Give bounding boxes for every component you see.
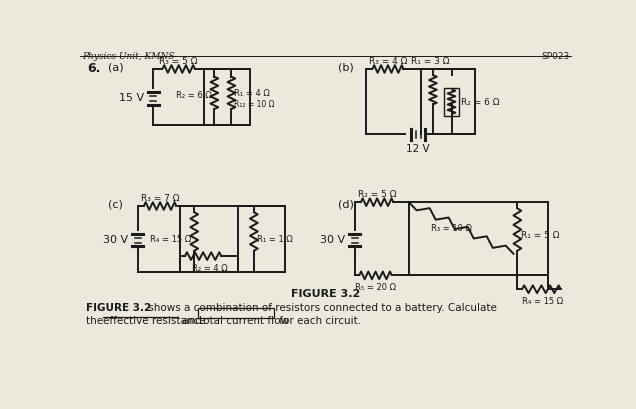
Text: (c): (c) [108, 199, 123, 209]
Text: R₃ = 10 Ω: R₃ = 10 Ω [431, 223, 471, 232]
Text: 15 V: 15 V [119, 93, 144, 103]
Bar [444, 89, 459, 116]
Text: SP023: SP023 [541, 52, 569, 61]
Text: shows a combination of resistors connected to a battery. Calculate: shows a combination of resistors connect… [144, 303, 497, 312]
Text: effective resistance: effective resistance [103, 316, 205, 326]
Text: R₁₂ = 10 Ω: R₁₂ = 10 Ω [235, 99, 275, 108]
Text: R₅ = 20 Ω: R₅ = 20 Ω [355, 283, 396, 292]
Text: the: the [86, 316, 106, 326]
Text: (a): (a) [108, 62, 124, 72]
Text: R₄ = 15 Ω: R₄ = 15 Ω [522, 297, 563, 306]
Text: R₃ = 7 Ω: R₃ = 7 Ω [141, 194, 179, 203]
Text: 12 V: 12 V [406, 144, 430, 153]
Text: R₁ = 4 Ω: R₁ = 4 Ω [235, 89, 270, 98]
Text: 6.: 6. [87, 62, 100, 75]
Text: 30 V: 30 V [103, 234, 128, 244]
Text: R₄ = 15 Ω: R₄ = 15 Ω [150, 235, 191, 244]
Text: R₁ = 5 Ω: R₁ = 5 Ω [522, 231, 560, 240]
Text: for each circuit.: for each circuit. [275, 316, 361, 326]
Text: R₂ = 5 Ω: R₂ = 5 Ω [358, 190, 396, 199]
Text: (b): (b) [338, 62, 354, 72]
Text: FIGURE 3.2: FIGURE 3.2 [86, 303, 151, 312]
Text: 30 V: 30 V [320, 234, 345, 244]
Text: R₂ = 6 Ω: R₂ = 6 Ω [176, 91, 211, 100]
Text: R₂ = 6 Ω: R₂ = 6 Ω [461, 98, 499, 107]
Text: R₁ = 1 Ω: R₁ = 1 Ω [257, 235, 293, 244]
Bar [198, 308, 274, 318]
Text: R₂ = 4 Ω: R₂ = 4 Ω [191, 263, 227, 272]
Text: R₁ = 3 Ω: R₁ = 3 Ω [411, 57, 450, 66]
Text: R₃ = 5 Ω: R₃ = 5 Ω [160, 57, 198, 66]
Text: Physics Unit, KMNS: Physics Unit, KMNS [83, 52, 175, 61]
Text: and: and [179, 316, 205, 326]
Text: (d): (d) [338, 199, 354, 209]
Text: total current flow: total current flow [199, 316, 289, 326]
Text: R₃ = 4 Ω: R₃ = 4 Ω [369, 57, 407, 66]
Text: FIGURE 3.2: FIGURE 3.2 [291, 289, 361, 299]
